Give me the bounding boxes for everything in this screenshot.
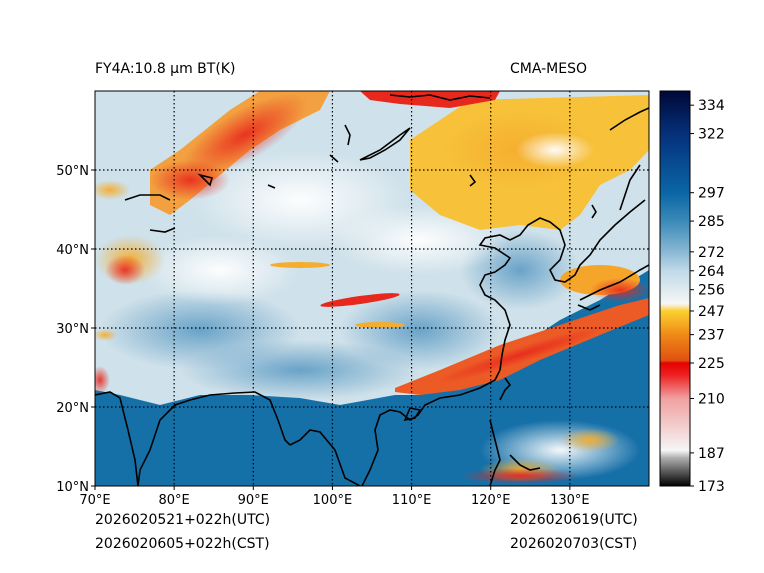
- colorbar-tick-label: 322: [698, 127, 725, 143]
- gridlines: [95, 91, 649, 486]
- chart-title-right: CMA-MESO: [510, 61, 588, 77]
- colorbar-tick-label: 173: [698, 479, 725, 495]
- colorbar: [659, 90, 691, 487]
- colorbar-tick-label: 334: [698, 98, 725, 114]
- colorbar-tick-label: 210: [698, 391, 725, 407]
- lon-tick-label: 100°E: [313, 493, 353, 508]
- lon-tick-label: 110°E: [392, 493, 432, 508]
- colorbar-tick-label: 285: [698, 214, 725, 230]
- lon-tick-label: 70°E: [79, 493, 110, 508]
- lon-tick-label: 90°E: [238, 493, 269, 508]
- colorbar-tick-label: 264: [698, 264, 725, 280]
- lat-tick-label: 30°N: [56, 322, 89, 337]
- lat-tick-label: 40°N: [56, 243, 89, 258]
- colorbar-tick-label: 225: [698, 356, 725, 372]
- lat-tick-label: 50°N: [56, 164, 89, 179]
- lon-tick-label: 80°E: [159, 493, 190, 508]
- footer-valid-utc: 2026020619(UTC): [510, 512, 638, 528]
- footer-init-cst: 2026020605+022h(CST): [95, 536, 270, 552]
- lat-tick-label: 20°N: [56, 401, 89, 416]
- axis-ticks: 70°E 80°E 90°E 100°E 110°E 120°E 130°E 10°N 20°N…: [56, 164, 589, 508]
- colorbar-tick-label: 247: [698, 304, 725, 320]
- colorbar-tick-label: 272: [698, 245, 725, 261]
- footer-valid-cst: 2026020703(CST): [510, 536, 638, 552]
- colorbar-tick-label: 237: [698, 328, 725, 344]
- colorbar-tick-label: 187: [698, 446, 725, 462]
- chart-title-left: FY4A:10.8 µm BT(K): [95, 61, 236, 77]
- footer-init-utc: 2026020521+022h(UTC): [95, 512, 271, 528]
- lat-tick-label: 10°N: [56, 480, 89, 495]
- colorbar-tick-label: 297: [698, 186, 725, 202]
- colorbar-ticks: 334 322 297 285 272 264 256 247 237 225 210 187 173: [690, 98, 725, 495]
- map-frame: [94, 90, 650, 487]
- lon-tick-label: 120°E: [471, 493, 511, 508]
- lon-tick-label: 130°E: [550, 493, 590, 508]
- colorbar-tick-label: 256: [698, 283, 725, 299]
